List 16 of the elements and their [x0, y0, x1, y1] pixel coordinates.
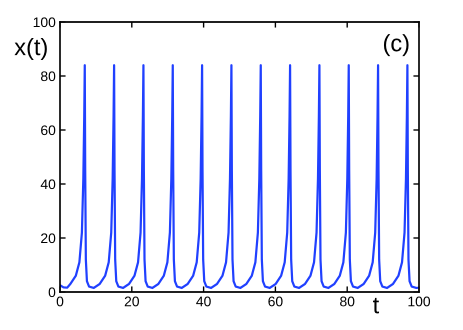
annotation: (c)	[384, 34, 409, 56]
y-tick-label: 60	[41, 125, 56, 136]
y-tick-label: 40	[40, 179, 56, 190]
y-tick-label: 20	[41, 233, 56, 244]
y-tick-label: 100	[34, 17, 56, 28]
x-tick-label: 20	[124, 296, 139, 306]
y-tick-label: 80	[40, 71, 56, 82]
x-tick-label: 40	[196, 296, 211, 306]
x-tick-label: 80	[340, 296, 354, 306]
x-axis-title: t	[373, 298, 380, 314]
x-tick-label: 100	[408, 296, 430, 306]
y-axis-title: x(t)	[14, 38, 47, 60]
line-series	[60, 64, 419, 290]
x-tick-label: 0	[56, 296, 64, 306]
x-tick-label: 60	[268, 296, 283, 306]
y-tick-label: 0	[48, 287, 56, 298]
